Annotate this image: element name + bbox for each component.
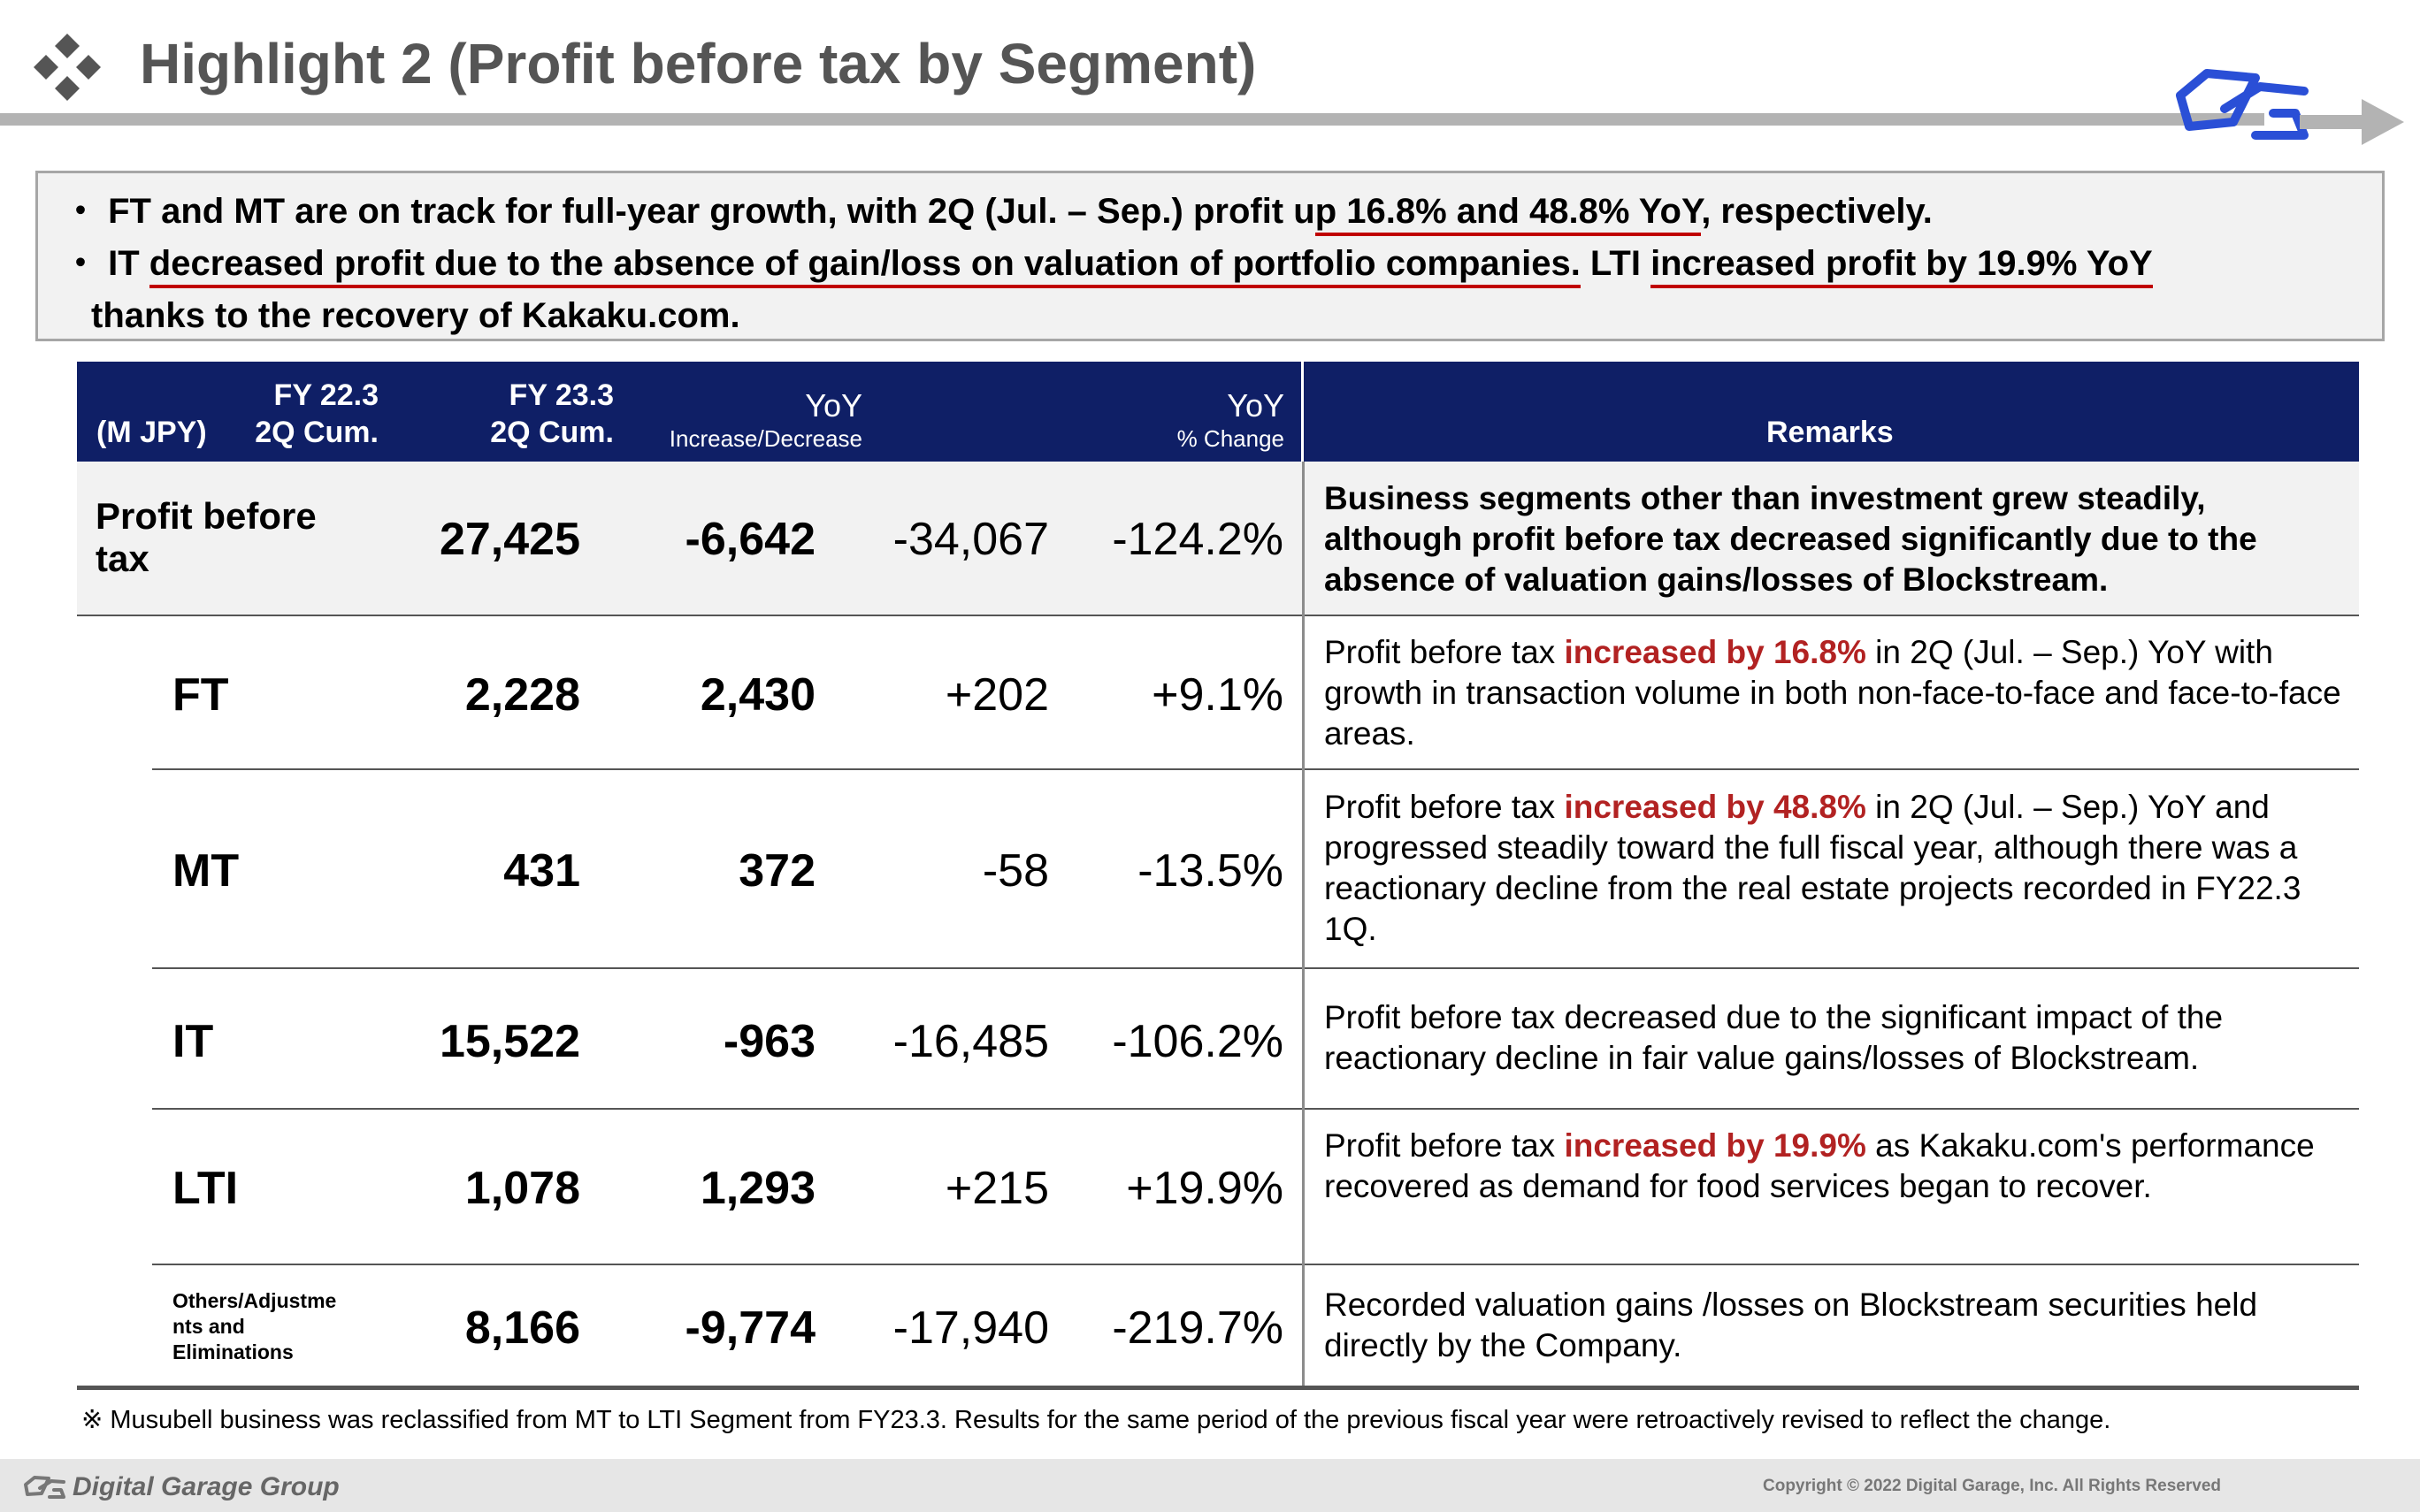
yoy-increase-value: -34,067 — [892, 514, 1049, 565]
remark-text: Profit before tax increased by 16.8% in … — [1324, 634, 2341, 752]
dg-logo-icon — [24, 1476, 65, 1499]
row-label: Others/Adjustme nts and Eliminations — [172, 1289, 337, 1363]
summary-box: ・ FT and MT are on track for full-year g… — [35, 171, 2385, 341]
row-label: Profit before tax — [96, 495, 317, 579]
fy22-value: 8,166 — [464, 1302, 580, 1354]
yoy-pct-value: -219.7% — [1112, 1302, 1283, 1354]
underlined-growth: p 16.8% and 48.8% YoY — [1314, 192, 1702, 236]
yoy-increase-value: -58 — [982, 845, 1049, 897]
col-yoy-pct-line2: % Change — [1176, 425, 1284, 452]
remarks-column-divider — [1302, 462, 1305, 1387]
fy23-value: -6,642 — [685, 514, 816, 565]
fy23-value: 1,293 — [700, 1163, 816, 1214]
row-label: FT — [172, 669, 229, 721]
col-yoy-inc-line2: Increase/Decrease — [669, 425, 862, 452]
remark-text: Recorded valuation gains /losses on Bloc… — [1324, 1287, 2258, 1363]
table-bottom-border — [77, 1386, 2359, 1390]
yoy-pct-value: +9.1% — [1152, 669, 1283, 721]
row-divider — [152, 1264, 2359, 1265]
header-divider — [0, 113, 2264, 126]
bullet: ・ — [63, 244, 98, 283]
col-fy23-line1: FY 23.3 — [509, 378, 614, 412]
yoy-pct-value: -13.5% — [1137, 845, 1283, 897]
col-yoy-inc-line1: YoY — [805, 387, 862, 424]
col-yoy-pct-line1: YoY — [1227, 387, 1284, 424]
row-label: MT — [172, 845, 240, 897]
copyright-text: Copyright © 2022 Digital Garage, Inc. Al… — [1763, 1477, 2221, 1495]
col-remarks: Remarks — [1766, 416, 1894, 449]
fy23-value: 372 — [739, 845, 816, 897]
underlined-it-decrease: decreased profit due to the absence of g… — [149, 244, 1581, 288]
remark-text: Business segments other than investment … — [1324, 480, 2257, 598]
fy22-value: 1,078 — [464, 1163, 580, 1214]
fy22-value: 431 — [503, 845, 580, 897]
fy22-value: 2,228 — [464, 669, 580, 721]
arrow-right-icon — [2300, 99, 2404, 145]
unit-label: (M JPY) — [96, 416, 207, 449]
dg-logo-icon — [2176, 69, 2309, 140]
total-row-background — [77, 462, 2359, 615]
footer-brand: Digital Garage Group — [73, 1472, 340, 1501]
yoy-increase-value: +215 — [945, 1163, 1049, 1214]
col-fy22-line1: FY 22.3 — [273, 378, 379, 412]
header-separator — [1301, 362, 1304, 462]
remark-text: Profit before tax increased by 48.8% in … — [1324, 789, 2301, 947]
row-label: LTI — [172, 1163, 239, 1214]
footnote: ※ Musubell business was reclassified fro… — [81, 1406, 2111, 1434]
yoy-increase-value: -16,485 — [892, 1016, 1049, 1067]
row-divider — [77, 615, 2359, 616]
summary-line-2: ・ IT decreased profit due to the absence… — [63, 241, 2153, 288]
row-divider — [152, 1108, 2359, 1110]
col-fy22-line2: 2Q Cum. — [255, 416, 379, 449]
fy22-value: 27,425 — [439, 514, 580, 565]
diamond-cluster-icon — [34, 34, 101, 101]
remark-text: Profit before tax decreased due to the s… — [1324, 999, 2224, 1076]
fy23-value: 2,430 — [700, 669, 816, 721]
row-divider — [152, 967, 2359, 969]
fy23-value: -963 — [723, 1016, 816, 1067]
underlined-lti-increase: increased profit by 19.9% YoY — [1650, 244, 2153, 288]
table-header: (M JPY) FY 22.3 2Q Cum. FY 23.3 2Q Cum. … — [77, 362, 2359, 462]
page-title: Highlight 2 (Profit before tax by Segmen… — [140, 32, 1257, 95]
yoy-increase-value: +202 — [945, 669, 1049, 721]
row-label: IT — [172, 1016, 214, 1067]
footer-bar — [0, 1459, 2420, 1512]
yoy-pct-value: +19.9% — [1126, 1163, 1283, 1214]
yoy-increase-value: -17,940 — [892, 1302, 1049, 1354]
fy23-value: -9,774 — [685, 1302, 816, 1354]
fy22-value: 15,522 — [439, 1016, 580, 1067]
bullet: ・ — [63, 192, 98, 231]
summary-line-3: thanks to the recovery of Kakaku.com. — [91, 296, 740, 335]
row-divider — [152, 768, 2359, 770]
col-fy23-line2: 2Q Cum. — [490, 416, 614, 449]
remark-text: Profit before tax increased by 19.9% as … — [1324, 1127, 2315, 1204]
summary-line-1: ・ FT and MT are on track for full-year g… — [63, 189, 1933, 236]
yoy-pct-value: -124.2% — [1112, 514, 1283, 565]
yoy-pct-value: -106.2% — [1112, 1016, 1283, 1067]
